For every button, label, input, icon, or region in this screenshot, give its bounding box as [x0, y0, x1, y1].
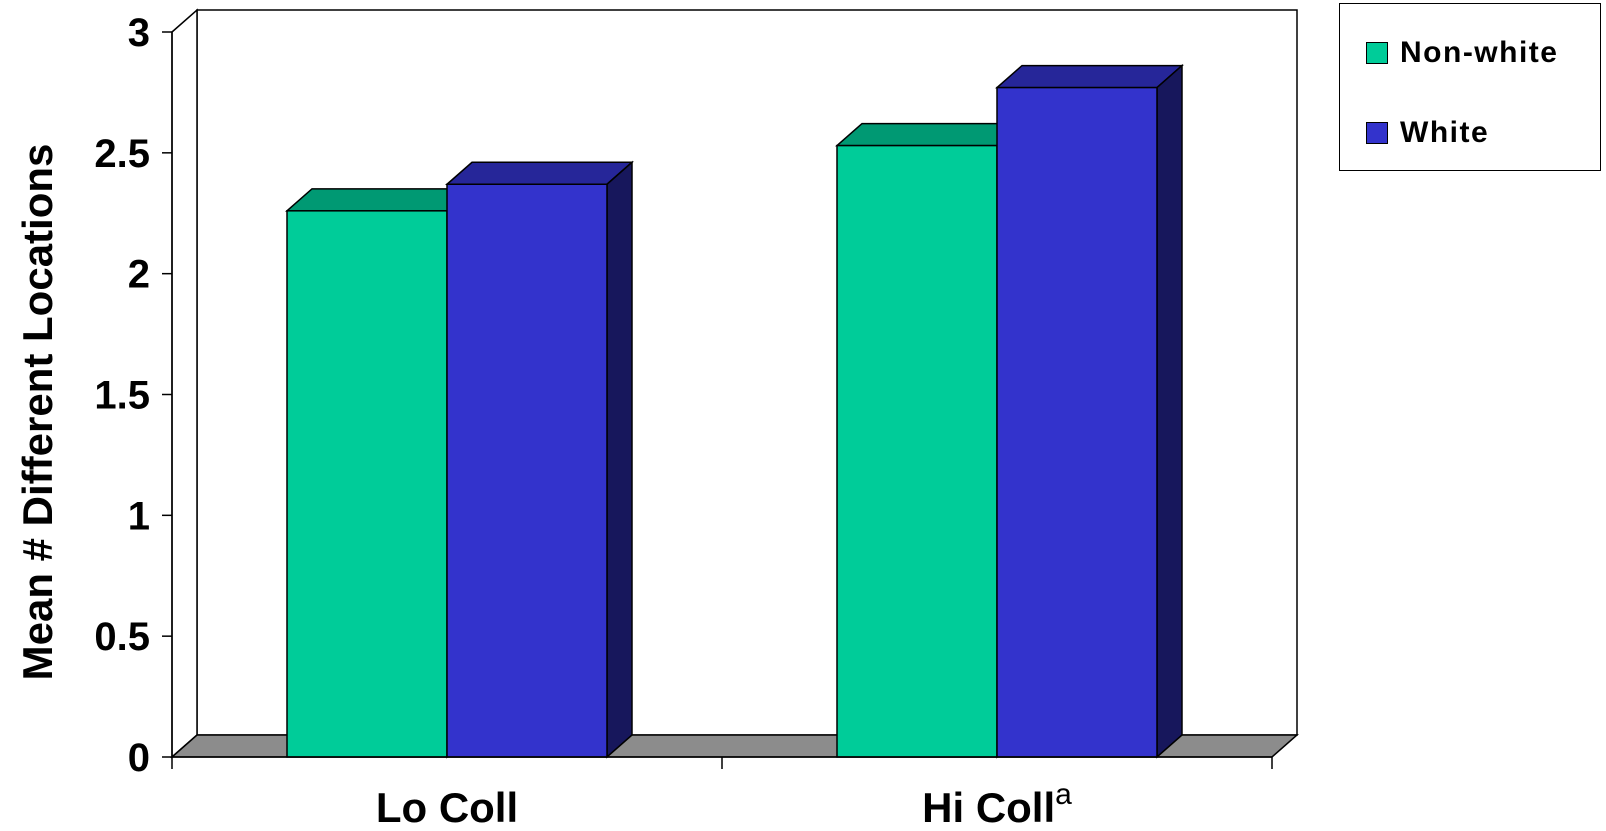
bar-side-white-1 [1156, 63, 1183, 759]
bar-top-non-white-1 [835, 122, 1024, 147]
x-category-label-0: Lo Coll [376, 784, 518, 831]
y-tick-label-0: 0 [128, 736, 150, 780]
legend-label-white: White [1400, 116, 1490, 149]
y-tick-label-2: 1 [128, 494, 150, 538]
bar-top-white-1 [995, 64, 1184, 89]
legend: Non-white White [1339, 3, 1601, 171]
y-tick-label-6: 3 [128, 11, 150, 55]
bar-side-white-0 [606, 160, 633, 759]
bar-top-non-white-0 [285, 188, 474, 212]
y-tick-label-5: 2.5 [94, 132, 150, 176]
legend-swatch-white [1366, 122, 1388, 144]
bar-white-lo-coll [446, 183, 608, 758]
legend-item-non-white: Non-white [1366, 36, 1558, 70]
x-category-superscript-1: a [1055, 778, 1072, 811]
side-wall [171, 8, 198, 759]
y-tick-label-3: 1.5 [94, 374, 150, 418]
x-category-label-1: Hi Colla [922, 778, 1072, 831]
legend-swatch-non-white [1366, 42, 1388, 64]
bar-white-hi-coll [996, 86, 1158, 758]
y-axis-label: Mean # Different Locations [14, 144, 61, 681]
axes: 0 0.5 1 1.5 2 2.5 3 Lo Coll Hi Colla [94, 11, 1273, 831]
y-tick-label-4: 2 [128, 253, 150, 297]
legend-label-non-white: Non-white [1400, 36, 1559, 69]
y-tick-label-1: 0.5 [94, 615, 150, 659]
legend-item-white: White [1366, 116, 1489, 150]
bar-non-white-hi-coll [836, 144, 998, 758]
bar-top-white-0 [445, 161, 634, 185]
bar-non-white-lo-coll [286, 210, 448, 758]
bars [285, 63, 1184, 759]
